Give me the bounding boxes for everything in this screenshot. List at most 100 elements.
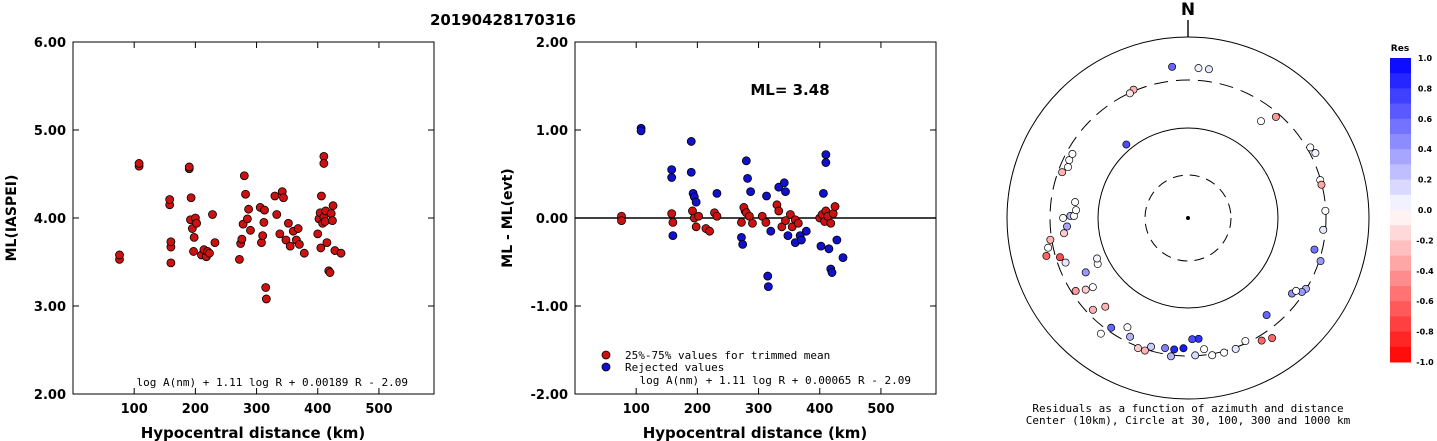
ml-vs-distance-x-tick-label: 300 xyxy=(243,402,270,417)
colorbar-segment xyxy=(1390,58,1411,74)
legend-trimmed-marker xyxy=(601,350,611,360)
station-residual-point xyxy=(1179,344,1188,353)
rejected-residual-point xyxy=(763,282,773,292)
rejected-residual-point xyxy=(737,232,746,242)
station-residual-point xyxy=(1081,285,1090,294)
station-residual-point xyxy=(1055,253,1064,262)
ring-100km xyxy=(1097,127,1279,309)
ml-vs-distance-y-label: ML(IASPEI) xyxy=(4,175,20,262)
ml-data-point xyxy=(205,248,214,258)
ml-data-point xyxy=(316,243,326,253)
ml-data-point xyxy=(239,171,249,181)
trimmed-residual-point xyxy=(830,202,840,211)
ml-vs-distance-plot-frame xyxy=(72,41,435,395)
ml-data-point xyxy=(285,241,295,251)
ml-data-point xyxy=(166,258,176,268)
residual-vs-distance-x-tick-label: 300 xyxy=(745,402,772,417)
ml-vs-distance-y-tick-label: 5.00 xyxy=(34,124,66,139)
residual-vs-distance-y-ticks: -2.00 -1.00 0.00 1.00 2.00 xyxy=(531,36,936,403)
ml-vs-distance-x-tick-label: 400 xyxy=(304,402,331,417)
ml-vs-distance-y-tick-label: 4.00 xyxy=(34,212,66,227)
ml-data-point xyxy=(283,218,293,228)
ml-vs-distance-y-tick-label: 3.00 xyxy=(34,300,66,315)
station-residual-point xyxy=(1068,149,1077,158)
ml-data-point xyxy=(313,229,323,239)
colorbar-tick-label: -0.2 xyxy=(1416,236,1434,245)
colorbar-tick-label: 0.6 xyxy=(1418,115,1433,124)
rejected-residual-point xyxy=(746,187,756,197)
rejected-residual-point xyxy=(686,167,696,177)
ml-data-point xyxy=(115,250,124,260)
colorbar-tick-label: 0.4 xyxy=(1418,145,1433,154)
station-residual-point xyxy=(1122,140,1131,149)
colorbar-tick-label: 0.2 xyxy=(1418,176,1432,185)
ml-data-point xyxy=(241,189,250,199)
rejected-residual-point xyxy=(779,178,789,188)
ml-data-point xyxy=(184,162,194,172)
ml-data-point xyxy=(189,247,198,256)
ml-data-point xyxy=(299,248,309,258)
ml-vs-distance-y-ticks: 2.00 3.00 4.00 5.00 6.00 xyxy=(34,36,434,403)
station-residual-point xyxy=(1257,117,1265,126)
residual-colorbar xyxy=(1390,58,1411,363)
station-residual-point xyxy=(1200,345,1209,354)
trimmed-residual-point xyxy=(712,211,722,221)
ml-data-point xyxy=(281,235,291,245)
ml-data-point xyxy=(246,225,255,235)
ml-data-point xyxy=(336,248,346,258)
trimmed-residual-point xyxy=(668,217,678,227)
station-residual-point xyxy=(1167,352,1175,361)
azimuthal-residuals-chart: N Residuals as a function of azimuth and… xyxy=(1006,0,1434,427)
station-residual-point xyxy=(1059,214,1068,222)
ml-data-point xyxy=(317,191,326,201)
colorbar-segment xyxy=(1390,164,1411,181)
station-residual-point xyxy=(1089,305,1097,314)
ml-data-point xyxy=(320,217,330,226)
colorbar-segment xyxy=(1390,316,1411,333)
ml-data-point xyxy=(192,218,201,228)
trimmed-residual-point xyxy=(737,217,746,227)
residual-vs-distance-formula: log A(nm) + 1.11 log R + 0.00065 R - 2.0… xyxy=(639,374,911,387)
colorbar-segment xyxy=(1390,301,1411,317)
station-residual-point xyxy=(1257,336,1266,345)
azimuth-caption-line1: Residuals as a function of azimuth and d… xyxy=(1032,402,1343,415)
rejected-residual-point xyxy=(832,235,842,245)
residual-vs-distance-x-tick-label: 400 xyxy=(806,402,833,417)
ml-data-point xyxy=(260,205,269,215)
ml-data-point xyxy=(294,239,304,249)
station-residual-point xyxy=(1306,143,1315,152)
ml-data-point xyxy=(261,294,271,304)
ml-data-point xyxy=(328,216,337,226)
station-residual-point xyxy=(1072,206,1081,215)
colorbar-tick-label: 1.0 xyxy=(1418,54,1433,63)
colorbar-segment xyxy=(1390,118,1411,135)
station-residual-point xyxy=(1081,268,1090,277)
legend-rejected-label: Rejected values xyxy=(625,361,724,374)
ml-vs-distance-y-tick-label: 2.00 xyxy=(34,388,66,403)
residual-vs-distance-x-tick-label: 100 xyxy=(623,402,650,417)
ml-data-point xyxy=(134,159,144,168)
station-residual-point xyxy=(1317,180,1326,189)
ml-data-point xyxy=(189,232,199,242)
rejected-residual-point xyxy=(762,191,771,201)
colorbar-segment xyxy=(1390,103,1411,120)
colorbar-segment xyxy=(1390,73,1411,89)
ml-data-point xyxy=(326,209,336,219)
station-residual-point xyxy=(1088,283,1097,292)
rejected-residual-point xyxy=(821,150,831,160)
ml-vs-distance-x-label: Hypocentral distance (km) xyxy=(141,424,366,441)
station-residual-point xyxy=(1123,323,1132,332)
azimuth-caption-line2: Center (10km), Circle at 30, 100, 300 an… xyxy=(1026,414,1351,427)
station-residual-point xyxy=(1107,323,1116,332)
rejected-residual-point xyxy=(819,188,828,198)
trimmed-residual-point xyxy=(781,216,790,226)
residual-vs-distance-y-tick-label: 2.00 xyxy=(536,36,568,51)
colorbar-segment xyxy=(1390,149,1411,165)
colorbar-tick-label: 0.8 xyxy=(1418,84,1433,93)
colorbar-tick-label: 0.0 xyxy=(1418,206,1433,215)
ml-data-point xyxy=(272,210,282,219)
ml-data-point xyxy=(275,229,285,239)
residual-vs-distance-points xyxy=(617,123,848,292)
rejected-residual-point xyxy=(667,165,677,175)
rejected-residual-point xyxy=(668,231,678,241)
